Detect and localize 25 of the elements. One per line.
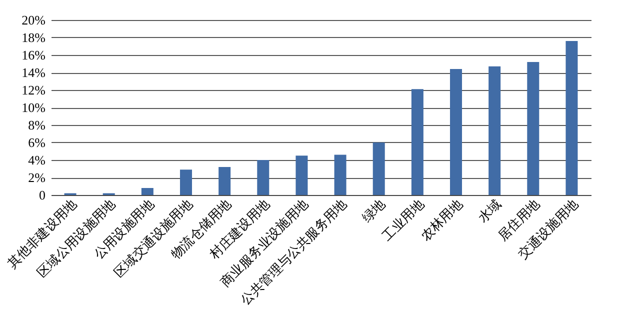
x-tick-label: 水域: [474, 196, 504, 226]
y-tick-label: 6%: [28, 135, 46, 150]
bar: [450, 69, 462, 195]
bar: [180, 170, 192, 195]
y-tick-label: 18%: [22, 30, 46, 45]
y-tick-label: 8%: [28, 118, 46, 132]
bar: [141, 188, 154, 195]
y-tick-label: 2%: [28, 170, 46, 185]
bar: [334, 154, 346, 195]
bar: [257, 160, 270, 195]
bar: [566, 41, 578, 195]
y-tick-label: 20%: [22, 12, 46, 28]
bar: [218, 167, 231, 195]
y-tick-label: 14%: [22, 65, 46, 80]
y-tick-label: 4%: [28, 152, 46, 168]
y-tick-label: 16%: [22, 48, 46, 62]
bar: [411, 89, 424, 195]
bar: [527, 62, 540, 195]
y-tick-label: 10%: [22, 100, 46, 115]
bar: [372, 142, 385, 195]
bar: [488, 66, 501, 195]
y-tick-label: 12%: [22, 82, 46, 98]
x-tick-label: 绿地: [359, 196, 388, 226]
y-tick-label: 0: [39, 188, 46, 202]
bar: [296, 156, 308, 195]
